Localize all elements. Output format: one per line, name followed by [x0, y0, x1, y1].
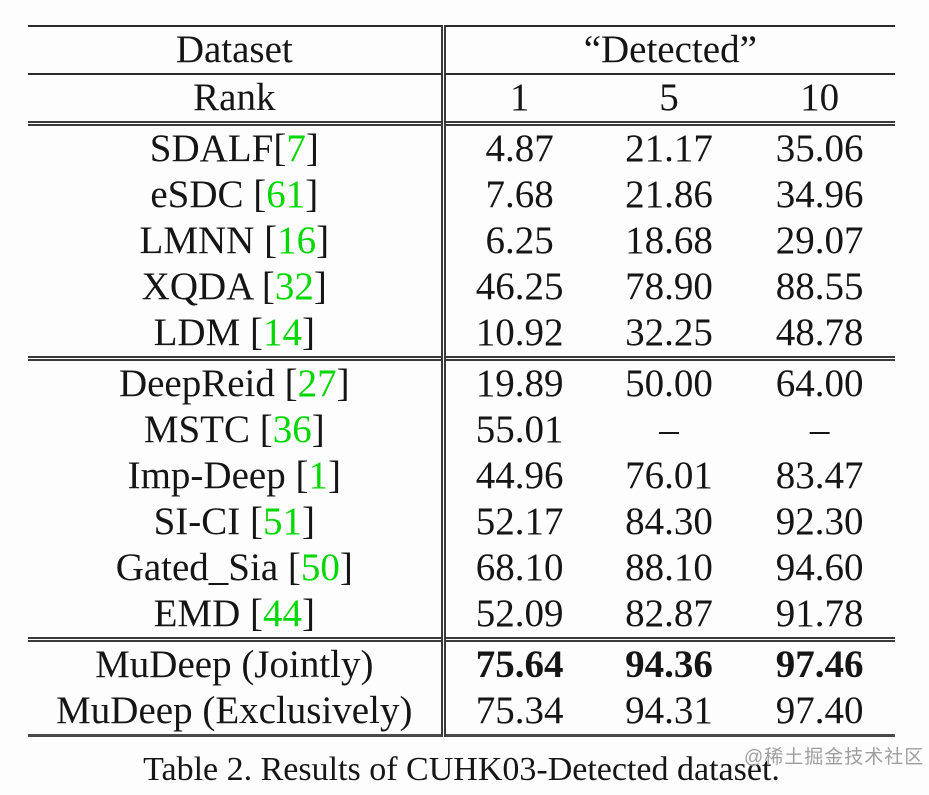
value-cell: 21.17 — [625, 127, 713, 170]
method-cell: Imp-Deep [1] — [127, 454, 341, 497]
value-cell: – — [659, 408, 679, 451]
dataset-header-cell: Dataset — [175, 28, 293, 71]
value-cell: 6.25 — [440, 218, 594, 264]
citation-number: 36 — [272, 408, 312, 451]
method-cell: DeepReid [27] — [118, 362, 350, 405]
method-cell: MSTC [36] — [143, 408, 325, 451]
value-cell: 7.68 — [440, 172, 594, 218]
table-row: XQDA [32] 46.25 78.90 88.55 — [28, 264, 895, 310]
header-row-dataset: Dataset “Detected” — [28, 26, 895, 74]
value-cell: 75.64 — [440, 639, 594, 688]
citation-number: 50 — [300, 546, 340, 589]
method-cell: XQDA [32] — [141, 265, 327, 308]
citation-number: 32 — [274, 265, 314, 308]
detected-header-cell: “Detected” — [440, 26, 895, 74]
table-group: SDALF[7] 4.87 21.17 35.06 eSDC [61] 7.68 21.86… — [28, 123, 895, 359]
method-cell: eSDC [61] — [150, 173, 319, 216]
value-cell: 34.96 — [775, 173, 864, 216]
table-row: eSDC [61] 7.68 21.86 34.96 — [28, 172, 895, 218]
value-cell: 94.36 — [625, 643, 713, 686]
value-cell: – — [809, 408, 830, 451]
value-cell: 75.34 — [440, 688, 594, 736]
value-cell: 76.01 — [625, 454, 713, 497]
value-cell: 94.31 — [625, 689, 713, 732]
citation-number: 14 — [263, 311, 302, 354]
citation-number: 7 — [286, 127, 306, 170]
method-cell: MuDeep (Exclusively) — [56, 689, 413, 732]
watermark-text: @稀土掘金技术社区 — [744, 747, 925, 768]
method-cell: SDALF[7] — [149, 127, 319, 170]
results-table: Dataset “Detected” Rank 1 5 10 SDALF[7] 4… — [28, 25, 895, 737]
value-cell: 68.10 — [440, 545, 594, 591]
method-cell: Gated_Sia [50] — [115, 546, 353, 589]
method-cell: SI-CI [51] — [153, 500, 315, 543]
value-cell: 35.06 — [775, 127, 864, 170]
rank-col-1: 1 — [440, 74, 594, 124]
value-cell: 97.46 — [775, 643, 864, 686]
table-header: Dataset “Detected” Rank 1 5 10 — [28, 26, 895, 124]
value-cell: 92.30 — [775, 500, 864, 543]
value-cell: 88.10 — [625, 546, 713, 589]
value-cell: 91.78 — [775, 592, 864, 635]
value-cell: 29.07 — [775, 219, 864, 262]
value-cell: 84.30 — [625, 500, 713, 543]
value-cell: 52.17 — [440, 499, 594, 545]
results-table-container: Dataset “Detected” Rank 1 5 10 SDALF[7] 4… — [28, 25, 895, 737]
table-row: Gated_Sia [50] 68.10 88.10 94.60 — [28, 545, 895, 591]
table-row: LDM [14] 10.92 32.25 48.78 — [28, 310, 895, 359]
value-cell: 52.09 — [440, 591, 594, 640]
citation-number: 27 — [297, 362, 337, 405]
value-cell: 10.92 — [440, 310, 594, 359]
value-cell: 46.25 — [440, 264, 594, 310]
value-cell: 82.87 — [625, 592, 713, 635]
table-group: MuDeep (Jointly) 75.64 94.36 97.46 MuDeep (E… — [28, 639, 895, 736]
citation-number: 61 — [266, 173, 306, 216]
value-cell: 4.87 — [440, 123, 594, 172]
method-cell: LDM [14] — [153, 311, 315, 354]
table-caption: Table 2. Results of CUHK03-Detected data… — [143, 751, 780, 788]
method-cell: LMNN [16] — [139, 219, 330, 262]
value-cell: 48.78 — [775, 311, 864, 354]
value-cell: 78.90 — [625, 265, 713, 308]
value-cell: 18.68 — [625, 219, 713, 262]
value-cell: 94.60 — [775, 546, 864, 589]
method-cell: EMD [44] — [153, 592, 315, 635]
table-row: Imp-Deep [1] 44.96 76.01 83.47 — [28, 453, 895, 499]
table-row: MuDeep (Exclusively) 75.34 94.31 97.40 — [28, 688, 895, 736]
rank-header-cell: Rank — [193, 76, 276, 119]
value-cell: 97.40 — [775, 689, 864, 732]
citation-number: 44 — [263, 592, 302, 635]
table-row: MuDeep (Jointly) 75.64 94.36 97.46 — [28, 639, 895, 688]
value-cell: 50.00 — [625, 362, 713, 405]
table-row: SDALF[7] 4.87 21.17 35.06 — [28, 123, 895, 172]
table-row: MSTC [36] 55.01 – – — [28, 407, 895, 453]
citation-number: 1 — [308, 454, 328, 497]
value-cell: 21.86 — [625, 173, 713, 216]
rank-col-5: 5 — [659, 76, 679, 119]
table-row: SI-CI [51] 52.17 84.30 92.30 — [28, 499, 895, 545]
citation-number: 16 — [277, 219, 317, 262]
value-cell: 64.00 — [775, 362, 864, 405]
table-group: DeepReid [27] 19.89 50.00 64.00 MSTC [36] 55.… — [28, 358, 895, 640]
header-row-rank: Rank 1 5 10 — [28, 74, 895, 124]
table-row: DeepReid [27] 19.89 50.00 64.00 — [28, 358, 895, 407]
table-row: LMNN [16] 6.25 18.68 29.07 — [28, 218, 895, 264]
value-cell: 88.55 — [775, 265, 864, 308]
value-cell: 19.89 — [440, 358, 594, 407]
rank-col-10: 10 — [800, 76, 840, 119]
value-cell: 83.47 — [775, 454, 864, 497]
value-cell: 32.25 — [625, 311, 713, 354]
table-row: EMD [44] 52.09 82.87 91.78 — [28, 591, 895, 640]
method-cell: MuDeep (Jointly) — [95, 643, 374, 686]
value-cell: 55.01 — [440, 407, 594, 453]
value-cell: 44.96 — [440, 453, 594, 499]
citation-number: 51 — [263, 500, 302, 543]
